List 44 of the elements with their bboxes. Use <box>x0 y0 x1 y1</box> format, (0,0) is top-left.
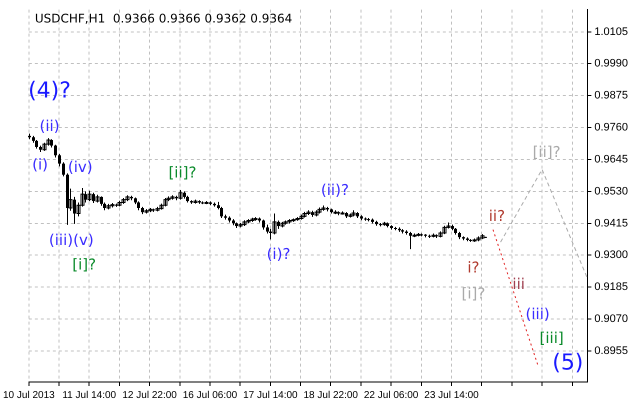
candlestick <box>62 162 65 177</box>
candlestick <box>220 206 223 218</box>
x-tick-label: 12 Jul 22:00 <box>122 390 178 401</box>
candlestick <box>54 144 57 158</box>
x-tick-label: 11 Jul 14:00 <box>62 390 117 401</box>
y-tick-label: 0.9185 <box>594 281 628 294</box>
x-tick-label: 16 Jul 06:00 <box>182 390 238 401</box>
y-tick-label: 0.8955 <box>594 344 628 357</box>
y-tick-label: 1.0105 <box>594 26 628 38</box>
annotation: (ii)? <box>320 180 349 199</box>
y-tick-label: 0.9990 <box>594 58 628 70</box>
y-tick-label: 0.9760 <box>594 122 628 134</box>
x-tick-label: 10 Jul 2013 <box>2 390 56 401</box>
annotation: [ii]? <box>168 163 196 182</box>
chart-title: USDCHF,H1 0.9366 0.9366 0.9362 0.9364 <box>34 12 292 26</box>
annotation: (iv) <box>68 158 93 176</box>
annotation: [i]? <box>72 256 96 274</box>
y-tick-label: 0.9070 <box>594 313 628 326</box>
annotation: iii <box>512 275 525 294</box>
x-tick-label: 22 Jul 06:00 <box>364 390 419 401</box>
candlestick <box>58 153 61 167</box>
annotation: (5) <box>552 350 584 376</box>
annotation: (ii) <box>39 116 60 135</box>
annotation: (iii)(v) <box>48 231 94 250</box>
y-tick-label: 0.9300 <box>594 249 628 262</box>
annotation: i? <box>467 258 480 276</box>
candlestick <box>262 219 265 230</box>
y-tick-label: 0.9530 <box>594 185 628 198</box>
annotation: [ii]? <box>532 142 561 161</box>
x-tick-label: 17 Jul 14:00 <box>243 390 298 401</box>
annotation: [i]? <box>462 284 486 303</box>
y-tick-label: 0.9875 <box>594 90 628 102</box>
x-tick-label: 23 Jul 14:00 <box>424 390 480 401</box>
annotation: (i) <box>32 156 48 174</box>
candlestick <box>178 189 182 200</box>
annotation: (4)? <box>28 78 71 104</box>
annotation: [iii] <box>540 329 564 348</box>
annotation: (iii) <box>526 304 550 323</box>
annotation: (i)? <box>266 244 290 263</box>
x-tick-label: 18 Jul 22:00 <box>303 390 358 401</box>
y-tick-label: 0.9415 <box>594 217 628 230</box>
y-tick-label: 0.9645 <box>594 153 628 166</box>
annotation: ii? <box>488 206 506 225</box>
candlestick <box>88 190 92 202</box>
